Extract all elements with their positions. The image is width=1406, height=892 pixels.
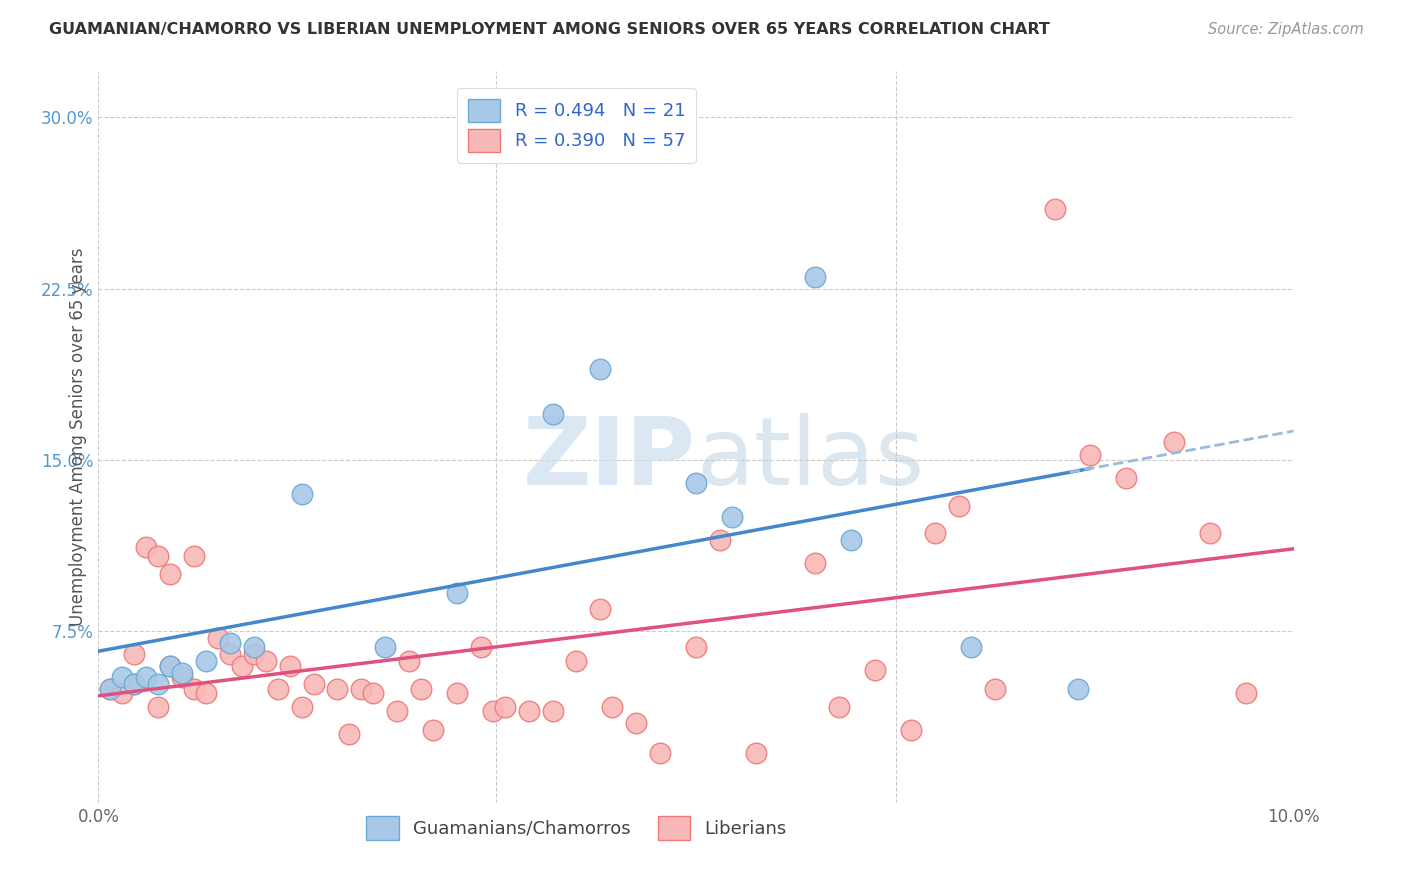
Point: [398, 654, 420, 668]
Point: [589, 361, 612, 376]
Point: [124, 677, 146, 691]
Point: [183, 549, 205, 563]
Point: [828, 699, 851, 714]
Point: [291, 699, 314, 714]
Point: [482, 705, 505, 719]
Point: [446, 686, 468, 700]
Point: [626, 715, 648, 730]
Point: [135, 540, 157, 554]
Point: [470, 640, 492, 655]
Point: [135, 670, 157, 684]
Point: [231, 658, 253, 673]
Text: Source: ZipAtlas.com: Source: ZipAtlas.com: [1208, 22, 1364, 37]
Point: [1163, 434, 1185, 449]
Point: [374, 640, 396, 655]
Point: [1199, 526, 1222, 541]
Point: [804, 556, 827, 570]
Point: [900, 723, 922, 737]
Point: [541, 407, 564, 421]
Point: [183, 681, 205, 696]
Point: [745, 746, 768, 760]
Point: [159, 567, 181, 582]
Point: [924, 526, 946, 541]
Point: [98, 681, 122, 696]
Point: [709, 533, 731, 547]
Point: [195, 654, 218, 668]
Point: [111, 686, 134, 700]
Point: [339, 727, 361, 741]
Point: [98, 681, 122, 696]
Point: [494, 699, 516, 714]
Point: [207, 632, 229, 646]
Point: [326, 681, 349, 696]
Point: [1067, 681, 1090, 696]
Point: [948, 499, 970, 513]
Point: [172, 670, 194, 684]
Point: [148, 699, 170, 714]
Point: [278, 658, 301, 673]
Point: [124, 677, 146, 691]
Point: [291, 487, 314, 501]
Point: [350, 681, 373, 696]
Point: [422, 723, 444, 737]
Point: [111, 670, 134, 684]
Point: [172, 665, 194, 680]
Point: [804, 270, 827, 285]
Point: [1234, 686, 1257, 700]
Point: [565, 654, 588, 668]
Point: [1080, 449, 1102, 463]
Point: [1115, 471, 1137, 485]
Point: [254, 654, 277, 668]
Point: [159, 658, 181, 673]
Point: [685, 640, 707, 655]
Point: [650, 746, 672, 760]
Point: [960, 640, 983, 655]
Point: [1043, 202, 1066, 216]
Point: [589, 601, 612, 615]
Point: [267, 681, 290, 696]
Point: [385, 705, 409, 719]
Text: atlas: atlas: [696, 413, 924, 505]
Point: [243, 640, 266, 655]
Legend: Guamanians/Chamorros, Liberians: Guamanians/Chamorros, Liberians: [357, 807, 796, 848]
Point: [243, 647, 266, 661]
Point: [195, 686, 218, 700]
Point: [219, 647, 242, 661]
Text: ZIP: ZIP: [523, 413, 696, 505]
Point: [602, 699, 624, 714]
Y-axis label: Unemployment Among Seniors over 65 years: Unemployment Among Seniors over 65 years: [69, 248, 87, 626]
Point: [865, 663, 887, 677]
Point: [302, 677, 325, 691]
Point: [148, 677, 170, 691]
Point: [984, 681, 1007, 696]
Point: [148, 549, 170, 563]
Point: [721, 510, 744, 524]
Point: [541, 705, 564, 719]
Text: GUAMANIAN/CHAMORRO VS LIBERIAN UNEMPLOYMENT AMONG SENIORS OVER 65 YEARS CORRELAT: GUAMANIAN/CHAMORRO VS LIBERIAN UNEMPLOYM…: [49, 22, 1050, 37]
Point: [517, 705, 540, 719]
Point: [841, 533, 863, 547]
Point: [411, 681, 433, 696]
Point: [685, 475, 707, 490]
Point: [124, 647, 146, 661]
Point: [446, 585, 468, 599]
Point: [219, 636, 242, 650]
Point: [159, 658, 181, 673]
Point: [363, 686, 385, 700]
